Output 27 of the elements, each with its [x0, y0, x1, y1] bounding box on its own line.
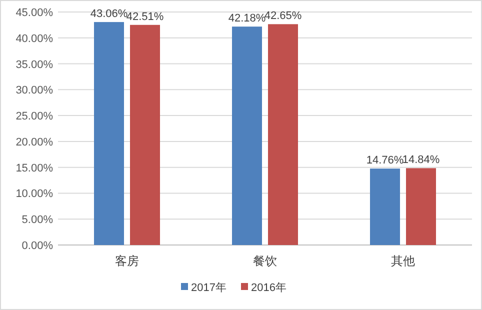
- data-label: 43.06%: [90, 8, 128, 20]
- y-tick-label: 25.00%: [16, 110, 54, 123]
- y-tick-label: 10.00%: [16, 188, 54, 200]
- x-tick-label: 客房: [115, 254, 139, 268]
- y-tick-label: 0.00%: [22, 240, 54, 252]
- y-tick-label: 35.00%: [16, 58, 54, 71]
- y-tick-label: 15.00%: [16, 162, 54, 174]
- y-tick-label: 40.00%: [16, 32, 54, 45]
- y-tick-label: 45.00%: [16, 7, 54, 19]
- bar: [130, 24, 160, 245]
- data-label: 42.18%: [228, 12, 266, 25]
- bar: [268, 24, 298, 245]
- x-tick-label: 餐饮: [253, 254, 277, 268]
- y-tick-label: 20.00%: [16, 136, 54, 148]
- data-label: 14.84%: [402, 154, 440, 166]
- bar: [232, 26, 262, 245]
- bar: [94, 22, 124, 245]
- bar: [406, 168, 436, 245]
- data-label: 42.65%: [264, 10, 302, 22]
- data-label: 42.51%: [126, 10, 164, 23]
- bar: [370, 168, 400, 245]
- legend-label: 2017年: [191, 282, 226, 294]
- y-tick-label: 30.00%: [16, 84, 54, 97]
- y-tick-label: 5.00%: [22, 214, 54, 226]
- legend-label: 2016年: [251, 282, 286, 294]
- data-label: 14.76%: [366, 154, 404, 167]
- x-tick-label: 其他: [391, 254, 415, 268]
